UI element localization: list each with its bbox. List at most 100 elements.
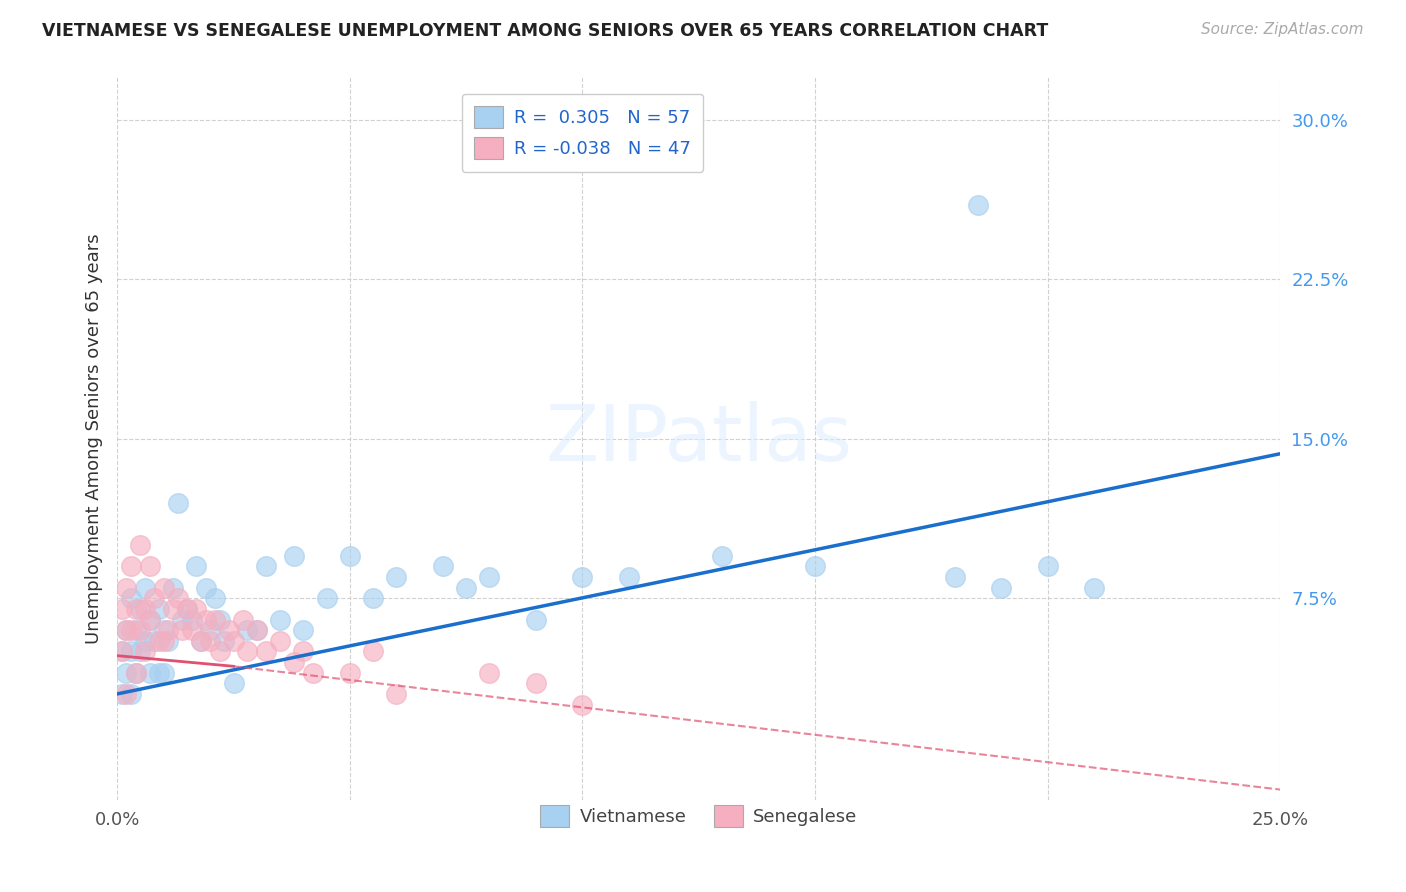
Point xyxy=(218,623,240,637)
Point xyxy=(283,549,305,563)
Point xyxy=(143,591,166,606)
Point xyxy=(967,198,990,212)
Point xyxy=(111,687,134,701)
Point xyxy=(385,687,408,701)
Point xyxy=(143,633,166,648)
Point xyxy=(246,623,269,637)
Point xyxy=(190,633,212,648)
Point xyxy=(194,613,217,627)
Point xyxy=(236,623,259,637)
Point xyxy=(524,676,547,690)
Point xyxy=(339,665,361,680)
Point xyxy=(204,591,226,606)
Point xyxy=(115,581,138,595)
Point xyxy=(176,602,198,616)
Point xyxy=(254,559,277,574)
Point xyxy=(208,644,231,658)
Point xyxy=(162,581,184,595)
Y-axis label: Unemployment Among Seniors over 65 years: Unemployment Among Seniors over 65 years xyxy=(86,234,103,644)
Point xyxy=(204,613,226,627)
Point xyxy=(361,591,384,606)
Point xyxy=(212,633,235,648)
Point xyxy=(283,655,305,669)
Point xyxy=(134,633,156,648)
Point xyxy=(180,623,202,637)
Point xyxy=(129,623,152,637)
Point xyxy=(339,549,361,563)
Point xyxy=(478,665,501,680)
Point xyxy=(571,698,593,712)
Point xyxy=(176,602,198,616)
Point xyxy=(148,602,170,616)
Point xyxy=(152,623,174,637)
Point xyxy=(134,644,156,658)
Point xyxy=(246,623,269,637)
Point xyxy=(524,613,547,627)
Point xyxy=(478,570,501,584)
Point xyxy=(148,665,170,680)
Point xyxy=(152,665,174,680)
Point xyxy=(990,581,1012,595)
Point xyxy=(190,633,212,648)
Point xyxy=(134,581,156,595)
Point xyxy=(432,559,454,574)
Point xyxy=(120,687,142,701)
Point xyxy=(139,665,162,680)
Point xyxy=(315,591,337,606)
Point xyxy=(711,549,734,563)
Point xyxy=(269,613,291,627)
Point xyxy=(180,613,202,627)
Point xyxy=(194,581,217,595)
Point xyxy=(139,613,162,627)
Point xyxy=(172,623,194,637)
Point xyxy=(200,633,222,648)
Point xyxy=(157,623,180,637)
Point xyxy=(456,581,478,595)
Text: VIETNAMESE VS SENEGALESE UNEMPLOYMENT AMONG SENIORS OVER 65 YEARS CORRELATION CH: VIETNAMESE VS SENEGALESE UNEMPLOYMENT AM… xyxy=(42,22,1049,40)
Point xyxy=(186,559,208,574)
Point xyxy=(200,623,222,637)
Point xyxy=(115,623,138,637)
Point xyxy=(222,676,245,690)
Point xyxy=(148,633,170,648)
Point xyxy=(125,665,148,680)
Point xyxy=(115,665,138,680)
Point xyxy=(943,570,966,584)
Point xyxy=(120,591,142,606)
Point xyxy=(571,570,593,584)
Point xyxy=(129,602,152,616)
Point xyxy=(617,570,640,584)
Point xyxy=(172,613,194,627)
Point xyxy=(120,644,142,658)
Point xyxy=(236,644,259,658)
Point xyxy=(152,633,174,648)
Point xyxy=(162,602,184,616)
Point xyxy=(111,644,134,658)
Point xyxy=(254,644,277,658)
Point xyxy=(232,613,254,627)
Point xyxy=(134,602,156,616)
Point xyxy=(115,623,138,637)
Point xyxy=(120,623,142,637)
Point xyxy=(269,633,291,648)
Point xyxy=(115,687,138,701)
Point xyxy=(292,644,315,658)
Point xyxy=(166,495,188,509)
Point xyxy=(129,538,152,552)
Point xyxy=(125,623,148,637)
Point xyxy=(361,644,384,658)
Point xyxy=(1036,559,1059,574)
Point xyxy=(166,591,188,606)
Point xyxy=(125,665,148,680)
Point xyxy=(152,581,174,595)
Point xyxy=(301,665,323,680)
Point xyxy=(804,559,827,574)
Point xyxy=(125,602,148,616)
Point xyxy=(157,633,180,648)
Point xyxy=(186,602,208,616)
Point xyxy=(111,644,134,658)
Point xyxy=(129,644,152,658)
Point xyxy=(385,570,408,584)
Point xyxy=(1083,581,1105,595)
Point xyxy=(208,613,231,627)
